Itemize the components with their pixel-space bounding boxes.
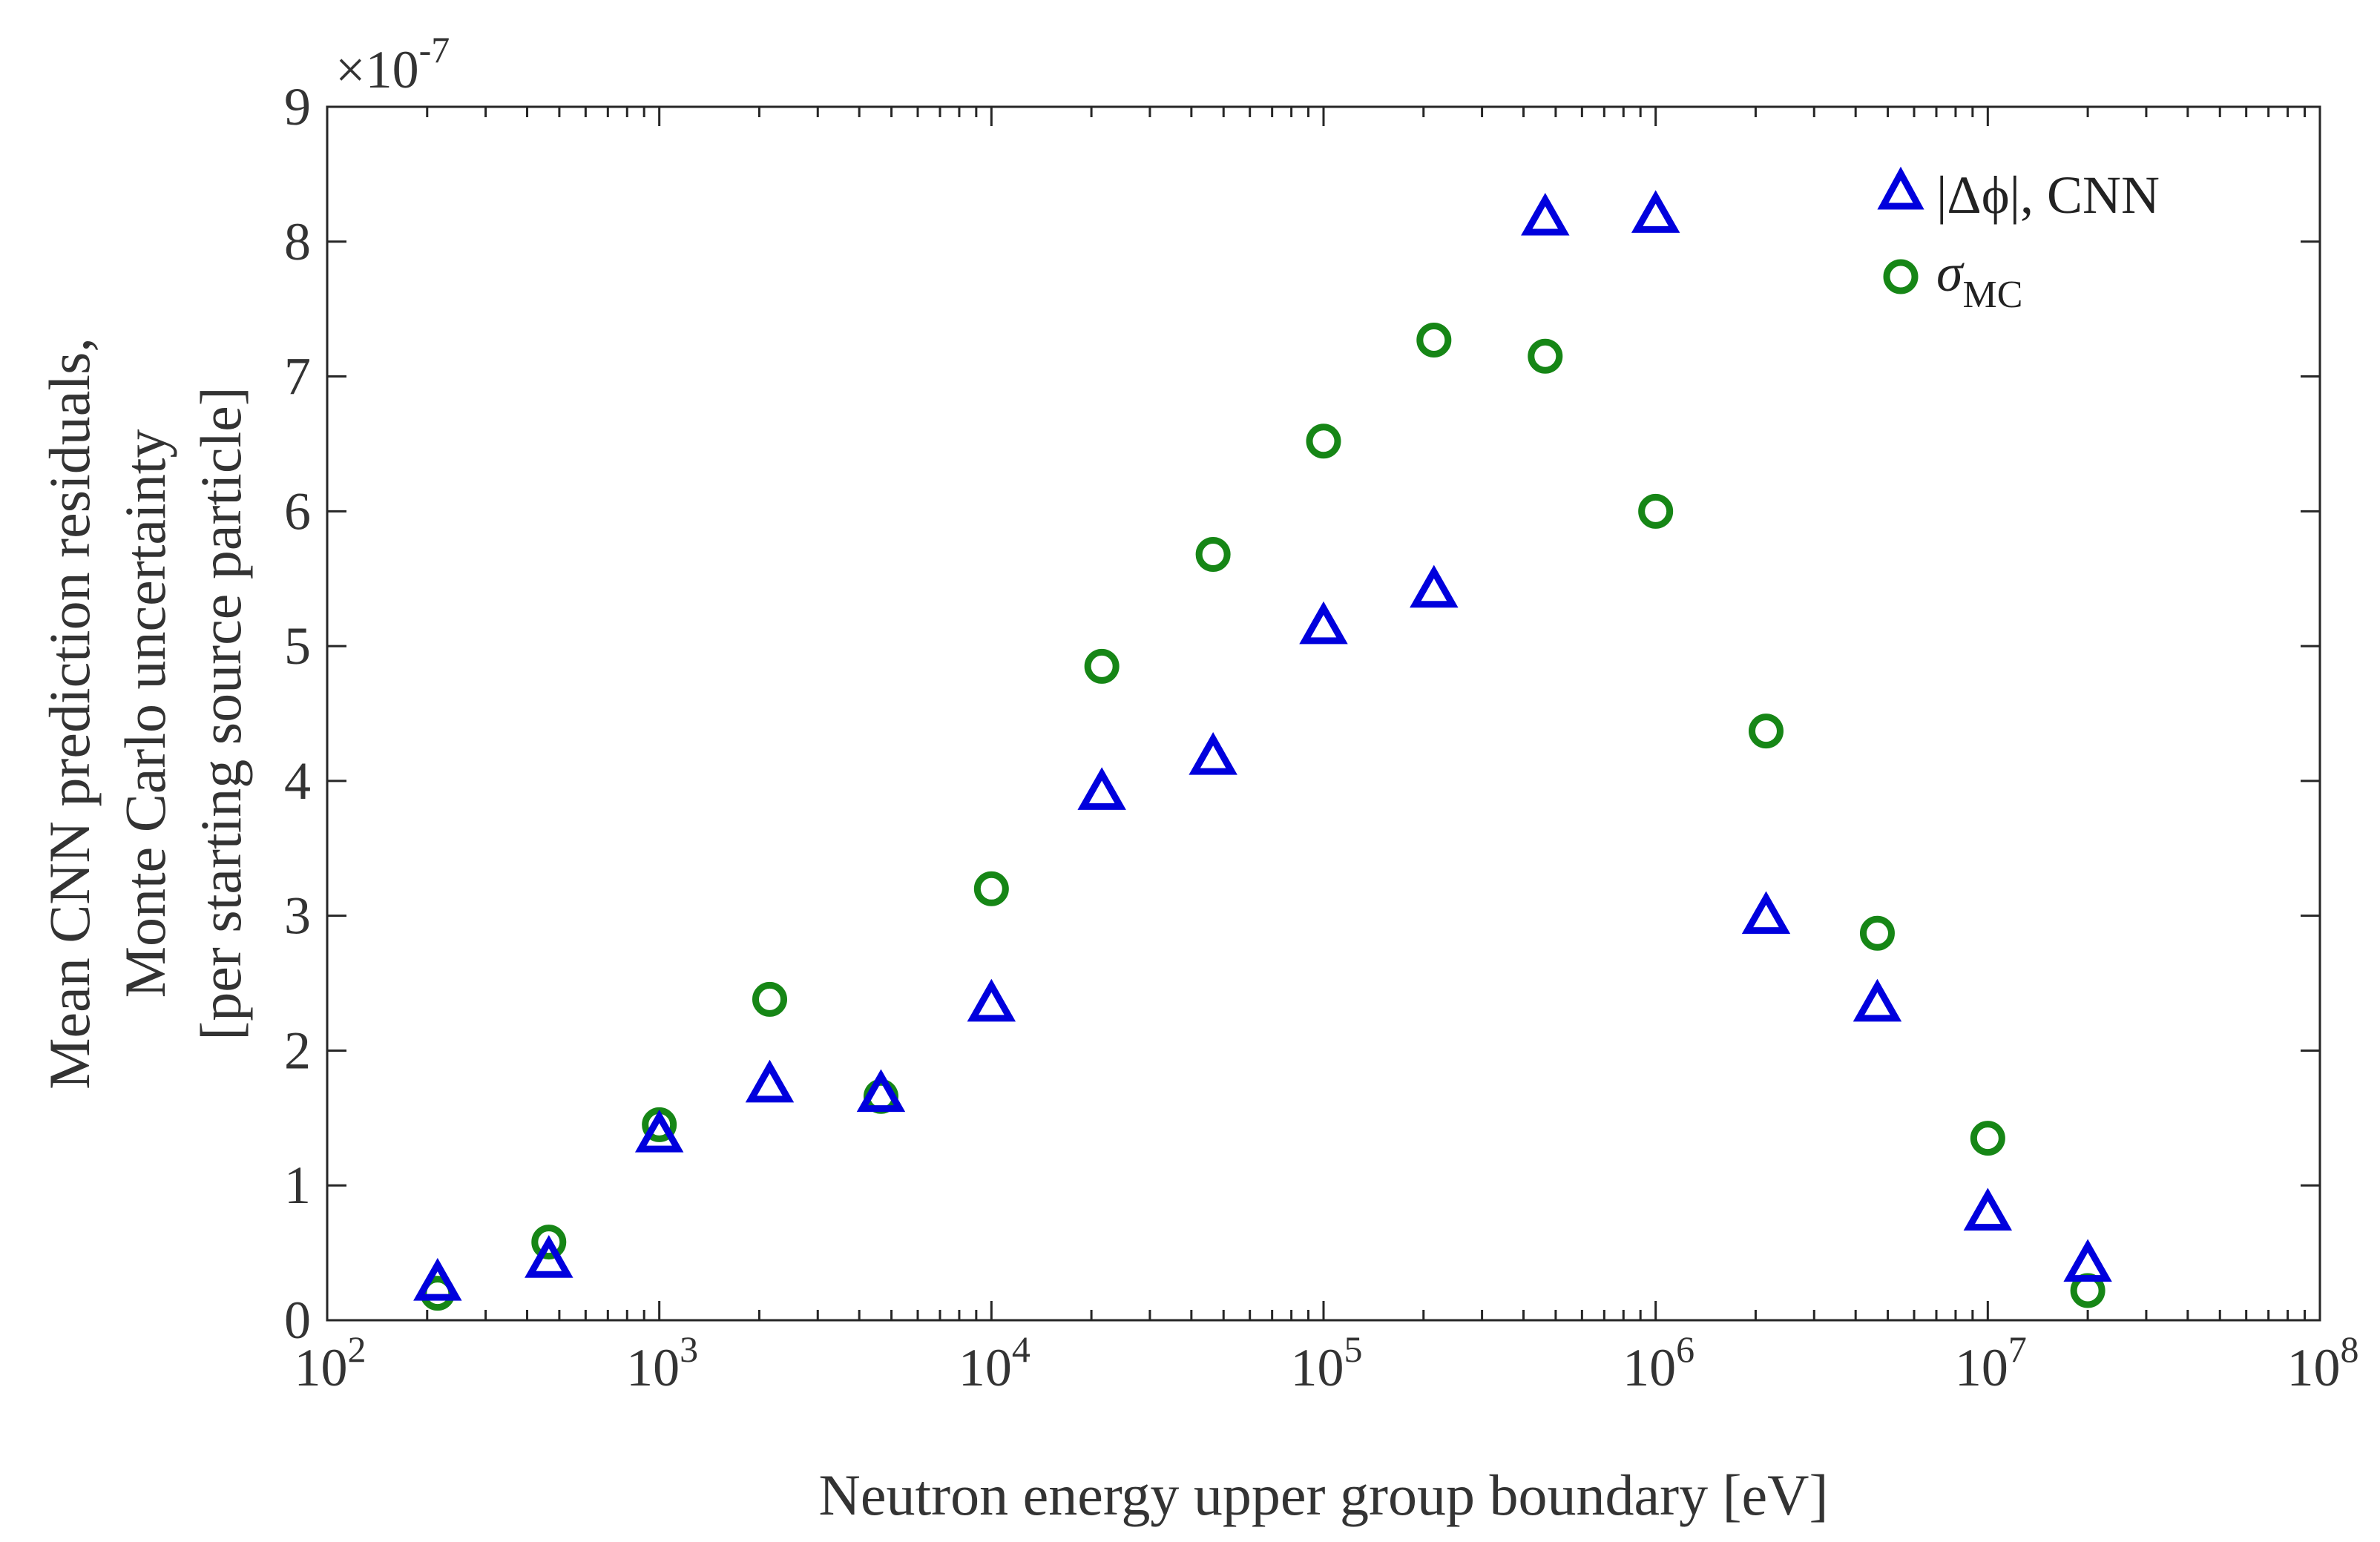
mc-sigma-point bbox=[752, 981, 787, 1017]
cnn-residual-point bbox=[634, 1110, 684, 1153]
legend: |Δϕ|, CNN σMC bbox=[1877, 165, 2160, 316]
cnn-residual-point bbox=[1410, 564, 1459, 608]
legend-label-mc: σMC bbox=[1936, 243, 2022, 316]
plot-frame bbox=[326, 105, 2321, 1322]
y-axis-label-line-2: Monte Carlo uncertainty bbox=[113, 429, 177, 998]
mc-sigma-point bbox=[973, 871, 1009, 906]
y-multiplier: ×10-7 bbox=[335, 29, 450, 99]
x-tick-label: 102 bbox=[295, 1328, 366, 1397]
cnn-residual-point bbox=[1853, 978, 1902, 1022]
x-tick-label: 105 bbox=[1291, 1328, 1363, 1397]
y-tick-label: 9 bbox=[284, 77, 311, 136]
cnn-residual-point bbox=[1741, 891, 1791, 935]
cnn-residual-point bbox=[413, 1257, 462, 1301]
cnn-residual-point bbox=[1299, 601, 1348, 645]
x-tick-label: 104 bbox=[959, 1328, 1030, 1397]
mc-sigma-point bbox=[1970, 1121, 2005, 1156]
cnn-residual-point bbox=[1077, 767, 1126, 810]
y-tick-label: 6 bbox=[284, 481, 311, 541]
x-tick-label: 108 bbox=[2287, 1328, 2359, 1397]
mc-sigma-point bbox=[1416, 322, 1452, 358]
mc-sigma-point bbox=[1748, 714, 1784, 749]
mc-sigma-point bbox=[531, 1225, 567, 1260]
y-axis-label: Mean CNN prediction residuals, Monte Car… bbox=[37, 337, 253, 1090]
y-axis-label-line-3: [per starting source particle] bbox=[188, 386, 253, 1040]
x-axis-label: Neutron energy upper group boundary [eV] bbox=[819, 1463, 1829, 1527]
y-tick-label: 5 bbox=[284, 616, 311, 676]
mc-sigma-point bbox=[1195, 537, 1231, 573]
cnn-residual-point bbox=[745, 1059, 795, 1103]
y-tick-label: 0 bbox=[284, 1291, 311, 1350]
legend-label-cnn: |Δϕ|, CNN bbox=[1936, 165, 2160, 225]
cnn-residual-point bbox=[525, 1235, 573, 1278]
mc-sigma-point bbox=[1859, 915, 1895, 951]
y-tick-label: 3 bbox=[284, 886, 311, 946]
y-tick-label: 7 bbox=[284, 347, 311, 406]
cnn-residual-point bbox=[1963, 1187, 2013, 1231]
mc-sigma-point bbox=[1084, 648, 1120, 684]
y-axis-label-line-1: Mean CNN prediction residuals, bbox=[37, 337, 102, 1090]
y-tick-label: 2 bbox=[284, 1021, 311, 1080]
cnn-residual-point bbox=[1189, 732, 1237, 775]
cnn-residual-point bbox=[2063, 1239, 2112, 1282]
x-tick-label: 106 bbox=[1623, 1328, 1694, 1397]
x-tick-label: 103 bbox=[626, 1328, 698, 1397]
legend-triangle-icon bbox=[1877, 166, 1924, 210]
mc-sigma-point bbox=[1306, 424, 1341, 459]
cnn-residual-point bbox=[967, 978, 1016, 1022]
mc-sigma-point bbox=[1638, 493, 1674, 529]
legend-circle-icon bbox=[1883, 259, 1919, 294]
cnn-residual-point bbox=[1631, 190, 1680, 233]
cnn-residual-point bbox=[856, 1069, 906, 1113]
y-tick-label: 8 bbox=[284, 212, 311, 271]
x-tick-label: 107 bbox=[1955, 1328, 2027, 1397]
tick-labels: 0 1 2 3 4 5 6 7 8 9 102 103 104 105 106 107 108 bbox=[284, 77, 2359, 1397]
mc-sigma-point bbox=[1528, 338, 1563, 374]
data-marks bbox=[413, 190, 2112, 1311]
y-tick-label: 4 bbox=[284, 751, 311, 811]
y-tick-label: 1 bbox=[284, 1156, 311, 1215]
cnn-residual-point bbox=[1521, 192, 1570, 236]
